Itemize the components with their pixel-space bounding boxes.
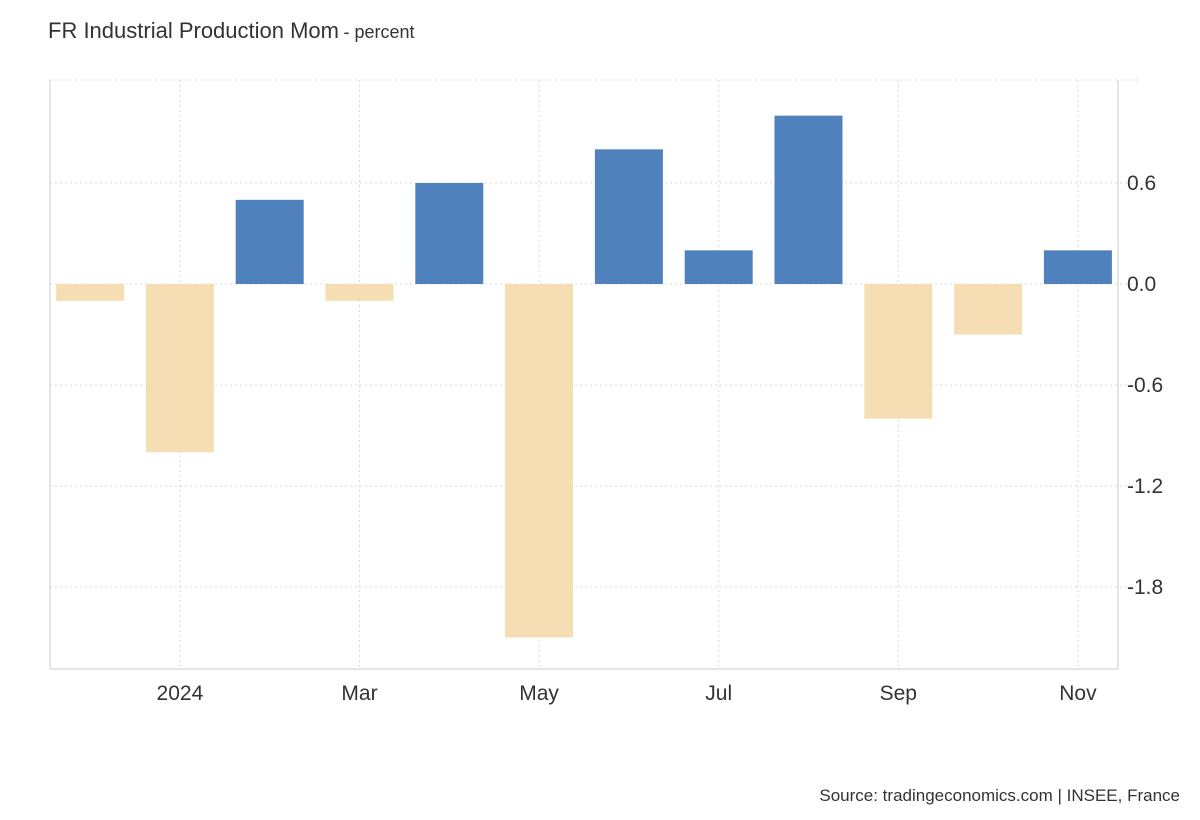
x-tick-label: Jul [705,682,732,705]
y-tick-label: -1.2 [1127,475,1163,498]
bar-jan-2024 [145,284,214,453]
y-tick-label: 0.0 [1127,273,1156,296]
bar-jun-2024 [594,149,663,284]
bar-dec-2023 [56,284,125,301]
y-tick-label: 0.6 [1127,172,1156,195]
x-tick-label: 2024 [157,682,204,705]
x-tick-label: Mar [341,682,377,705]
y-tick-label: -0.6 [1127,374,1163,397]
source-note: Source: tradingeconomics.com | INSEE, Fr… [819,786,1180,805]
x-tick-label: May [519,682,559,705]
bar-nov-2024 [1043,250,1112,284]
bar-apr-2024 [415,183,484,284]
bar-oct-2024 [954,284,1023,335]
chart-title-block: FR Industrial Production Mom - percent [48,18,415,44]
bar-aug-2024 [774,115,843,285]
bar-may-2024 [505,284,574,638]
bar-feb-2024 [235,199,304,284]
bar-jul-2024 [684,250,753,284]
chart-title: FR Industrial Production Mom [48,18,339,43]
bar-mar-2024 [325,284,394,301]
bar-sep-2024 [864,284,933,419]
y-tick-label: -1.8 [1127,576,1163,599]
x-tick-label: Sep [880,682,917,705]
chart-subtitle: - percent [343,22,415,42]
x-tick-label: Nov [1059,682,1097,705]
